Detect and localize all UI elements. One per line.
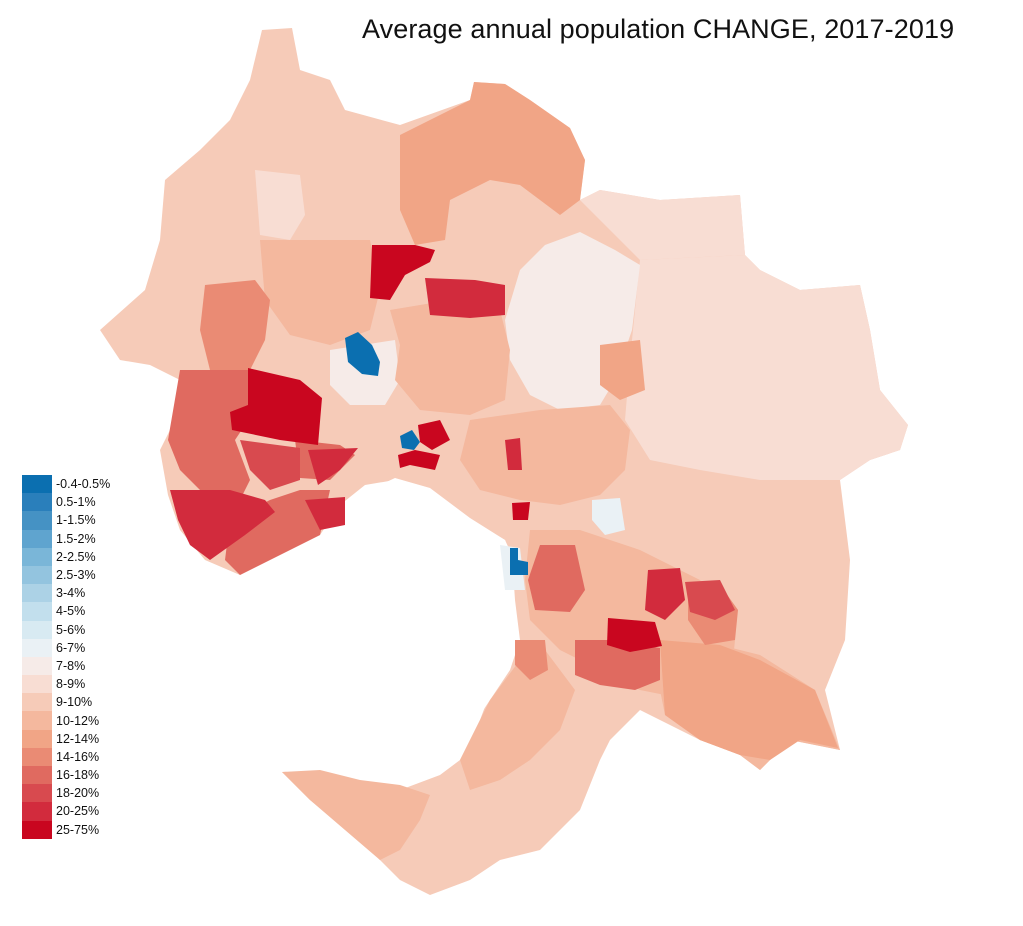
legend-label: 8-9% <box>56 677 86 692</box>
legend-label: 14-16% <box>56 749 100 764</box>
legend-label: 4-5% <box>56 604 86 619</box>
legend-label: 25-75% <box>56 822 100 837</box>
region-8-9-east <box>625 255 908 480</box>
legend-label: 3-4% <box>56 586 86 601</box>
region-12-14-north-corridor <box>400 82 585 245</box>
legend-label: 2.5-3% <box>56 568 96 583</box>
legend-item: 4-5% <box>22 602 142 621</box>
legend-item: 14-16% <box>22 747 142 766</box>
legend-label: -0.4-0.5% <box>56 477 111 492</box>
region-25-75-melton <box>230 368 322 445</box>
legend-item: 9-10% <box>22 693 142 712</box>
region-20-25-north <box>425 278 505 318</box>
region-12-14-south <box>660 640 838 760</box>
legend-label: 2-2.5% <box>56 549 96 564</box>
port-phillip-bay <box>265 478 513 790</box>
legend-label: 7-8% <box>56 658 86 673</box>
map-title: Average annual population CHANGE, 2017-2… <box>362 14 955 44</box>
legend-label: 10-12% <box>56 713 100 728</box>
legend-swatch <box>22 638 52 657</box>
legend-label: 5-6% <box>56 622 86 637</box>
region-negative-airport <box>345 332 380 376</box>
legend-item: 1.5-2% <box>22 529 142 548</box>
region-16-18-west <box>168 370 255 500</box>
region-18-20-west-south <box>240 440 300 490</box>
legend-item: 8-9% <box>22 675 142 694</box>
legend-swatch <box>22 693 52 712</box>
legend-swatch <box>22 766 52 785</box>
legend-swatch <box>22 675 52 694</box>
region-10-12-inner-east <box>460 405 630 505</box>
legend-swatch <box>22 729 52 748</box>
legend-item: 16-18% <box>22 766 142 785</box>
legend-swatch <box>22 784 52 803</box>
legend-label: 18-20% <box>56 786 100 801</box>
region-20-25-melton-east <box>308 448 358 485</box>
legend-label: 1-1.5% <box>56 513 96 528</box>
legend-item: 0.5-1% <box>22 493 142 512</box>
region-20-25-pakenham-north <box>645 568 685 620</box>
legend-item: 20-25% <box>22 802 142 821</box>
legend-swatch <box>22 620 52 639</box>
legend-item: 12-14% <box>22 729 142 748</box>
region-16-18-south-east <box>528 545 585 612</box>
legend-swatch <box>22 656 52 676</box>
region-14-16-bayside <box>515 640 548 680</box>
legend-label: 20-25% <box>56 804 100 819</box>
legend-label: 16-18% <box>56 768 100 783</box>
region-8-9-ne <box>580 190 745 260</box>
region-25-75-north-growth <box>370 245 435 300</box>
region-16-18-casey <box>575 640 660 690</box>
legend-swatch <box>22 602 52 621</box>
map-legend: -0.4-0.5% 0.5-1% 1-1.5% 1.5-2% 2-2.5% 2.… <box>22 475 142 839</box>
region-25-75-inner <box>418 420 450 450</box>
legend-label: 0.5-1% <box>56 495 96 510</box>
region-6-7-se <box>592 498 625 535</box>
legend-item: 5-6% <box>22 620 142 639</box>
region-25-75-cranbourne <box>607 618 662 652</box>
region-12-14-northeast <box>600 340 645 400</box>
legend-swatch <box>22 511 52 530</box>
legend-item: 6-7% <box>22 638 142 657</box>
region-10-12-north <box>260 240 380 345</box>
legend-item: 18-20% <box>22 784 142 803</box>
legend-item: 2-2.5% <box>22 547 142 566</box>
region-negative-southeast <box>510 548 528 575</box>
legend-label: 1.5-2% <box>56 531 96 546</box>
region-20-25-wyndham <box>170 490 275 560</box>
legend-swatch <box>22 802 52 821</box>
legend-item: 2.5-3% <box>22 565 142 585</box>
region-25-75-bayside <box>512 502 530 520</box>
region-18-20-east <box>685 580 735 620</box>
region-10-12-west-coast <box>282 770 430 860</box>
legend-swatch <box>22 711 52 730</box>
legend-label: 6-7% <box>56 640 86 655</box>
region-8-9-north <box>255 170 305 240</box>
legend-item: -0.4-0.5% <box>22 475 142 494</box>
region-14-16-west <box>200 280 270 370</box>
legend-swatch <box>22 584 52 603</box>
legend-swatch <box>22 565 52 585</box>
region-10-12-peninsula <box>460 650 575 790</box>
legend-item: 10-12% <box>22 711 142 730</box>
legend-swatch <box>22 747 52 766</box>
legend-swatch <box>22 820 52 839</box>
region-20-25-inner-east <box>505 438 522 470</box>
region-25-75-docklands <box>398 450 440 470</box>
legend-label: 9-10% <box>56 695 93 710</box>
legend-item: 25-75% <box>22 820 142 839</box>
region-10-12-inner-north <box>390 300 510 415</box>
legend-swatch <box>22 529 52 548</box>
legend-label: 12-14% <box>56 731 100 746</box>
region-20-25-inner-west <box>305 497 345 530</box>
legend-swatch <box>22 493 52 512</box>
legend-item: 1-1.5% <box>22 511 142 530</box>
legend-item: 7-8% <box>22 656 142 676</box>
region-negative-inner <box>400 430 420 450</box>
legend-swatch <box>22 547 52 566</box>
legend-item: 3-4% <box>22 584 142 603</box>
legend-swatch <box>22 475 52 494</box>
